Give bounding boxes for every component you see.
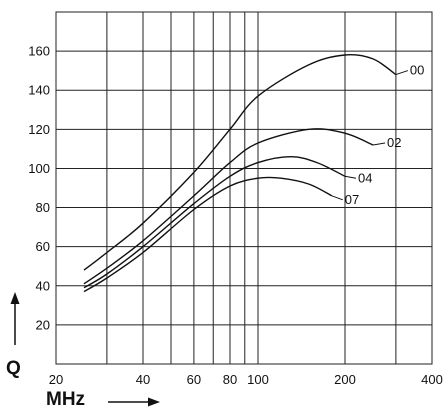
series-line-07: [83, 176, 333, 293]
y-tick-labels: 20 40 60 80 100 120 140 160: [28, 44, 50, 333]
series-label-leader: [372, 142, 386, 146]
y-tick-label: 160: [28, 44, 50, 59]
y-axis-label: Q: [6, 358, 21, 379]
series-label-00: 00: [410, 63, 424, 78]
grid: [55, 11, 433, 365]
series-label-04: 04: [358, 170, 372, 185]
y-tick-label: 20: [36, 317, 50, 332]
series-line-00: [83, 54, 397, 271]
y-tick-label: 120: [28, 122, 50, 137]
x-axis-arrow-head: [148, 397, 160, 407]
x-tick-label: 60: [187, 372, 201, 387]
y-tick-label: 100: [28, 161, 50, 176]
y-axis-arrow-head: [10, 292, 20, 304]
series-line-02: [83, 128, 374, 285]
series-label-02: 02: [387, 135, 401, 150]
series-line-04: [83, 155, 346, 289]
series-label-07: 07: [345, 192, 359, 207]
x-tick-label: 100: [247, 372, 269, 387]
series-label-leader: [395, 70, 409, 76]
y-tick-label: 40: [36, 278, 50, 293]
x-tick-labels: 20 40 60 80 100 200 400: [49, 372, 443, 387]
series-curves: [83, 54, 397, 293]
series-labels: 00 02 04 07: [331, 63, 424, 207]
series-label-leader: [344, 175, 357, 179]
y-tick-label: 80: [36, 200, 50, 215]
x-tick-label: 400: [421, 372, 443, 387]
x-tick-label: 80: [223, 372, 237, 387]
series-label-leader: [331, 195, 343, 201]
x-tick-label: 200: [334, 372, 356, 387]
y-tick-label: 140: [28, 83, 50, 98]
x-axis-label: MHz: [46, 389, 85, 410]
plot-frame: [55, 11, 433, 365]
x-tick-label: 20: [49, 372, 63, 387]
x-tick-label: 40: [136, 372, 150, 387]
y-tick-label: 60: [36, 239, 50, 254]
